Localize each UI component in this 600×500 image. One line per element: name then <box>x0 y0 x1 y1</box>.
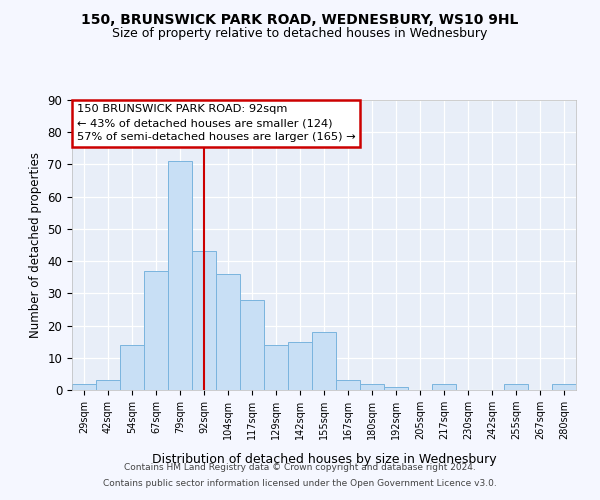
Bar <box>192 252 216 390</box>
Bar <box>216 274 240 390</box>
Bar <box>360 384 384 390</box>
Bar <box>120 345 144 390</box>
Bar <box>552 384 576 390</box>
Bar <box>264 345 288 390</box>
Bar <box>504 384 528 390</box>
Bar <box>96 380 120 390</box>
Text: Contains HM Land Registry data © Crown copyright and database right 2024.: Contains HM Land Registry data © Crown c… <box>124 464 476 472</box>
Bar <box>168 161 192 390</box>
Bar <box>288 342 312 390</box>
Bar <box>336 380 360 390</box>
Bar <box>72 384 96 390</box>
Bar <box>144 271 168 390</box>
Text: Contains public sector information licensed under the Open Government Licence v3: Contains public sector information licen… <box>103 478 497 488</box>
Bar <box>240 300 264 390</box>
Text: 150, BRUNSWICK PARK ROAD, WEDNESBURY, WS10 9HL: 150, BRUNSWICK PARK ROAD, WEDNESBURY, WS… <box>82 12 518 26</box>
Bar <box>432 384 456 390</box>
X-axis label: Distribution of detached houses by size in Wednesbury: Distribution of detached houses by size … <box>152 453 496 466</box>
Text: Size of property relative to detached houses in Wednesbury: Size of property relative to detached ho… <box>112 28 488 40</box>
Bar <box>384 387 408 390</box>
Bar <box>312 332 336 390</box>
Text: 150 BRUNSWICK PARK ROAD: 92sqm
← 43% of detached houses are smaller (124)
57% of: 150 BRUNSWICK PARK ROAD: 92sqm ← 43% of … <box>77 104 356 142</box>
Y-axis label: Number of detached properties: Number of detached properties <box>29 152 42 338</box>
